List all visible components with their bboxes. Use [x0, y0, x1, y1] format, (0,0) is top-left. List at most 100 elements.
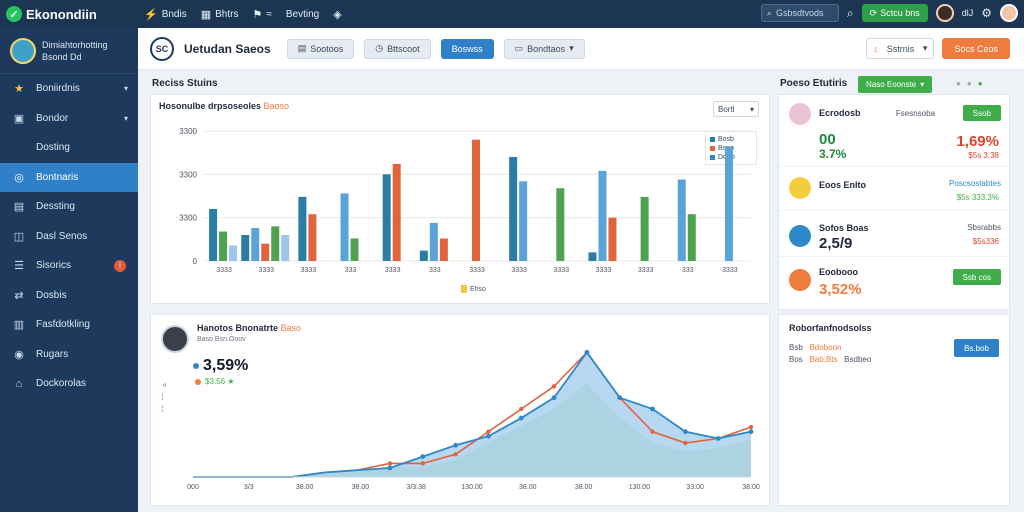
bar-chart-select-value: Bortl [718, 104, 735, 114]
stat-row-2[interactable]: Eoos Enlto Poscsostabtes $5s 333.3% [779, 167, 1011, 211]
dot-icon[interactable]: ● [966, 79, 972, 88]
data-point-orange [486, 429, 491, 434]
user-avatar-2[interactable] [1000, 4, 1018, 22]
sidebar-item-7[interactable]: ☰ Sisorics! [0, 251, 138, 281]
bar [350, 238, 359, 261]
sidebar-item-2[interactable]: ▣ Bondor ▾ [0, 104, 138, 134]
sidebar-item-label: Dessting [36, 201, 75, 213]
bar-chart-title-accent: Baoso [263, 101, 290, 111]
chevron-down-icon: ▾ [123, 84, 128, 94]
line-chart-big-sub: $3.56 ★ [195, 377, 234, 386]
profile-role: Bsond Dd [42, 51, 82, 62]
data-point-blue [420, 454, 426, 459]
line-chart-title-text: Hanotos Bnonatrte [197, 323, 278, 333]
top-nav-item-4[interactable]: Bevting [286, 9, 319, 20]
sidebar-item-9[interactable]: ▥ Fasfdotkling [0, 310, 138, 340]
top-search-input[interactable]: ⌕ Gsbsdtvods [760, 4, 839, 22]
stat-row-1[interactable]: Ecrodosb Fsesnsoba Ssob 00 3.7% 1,69% $5… [779, 95, 1011, 167]
line-chart-panel: Hanotos Bnonatrte Baso Baso Bsn.Ooov 3,5… [150, 314, 770, 506]
x-tick-label: 3333 [554, 267, 570, 274]
header-orange-button[interactable]: Socs Ceos [942, 38, 1010, 59]
stat-row-3[interactable]: Sofos Boas 2,5/9 Sbsrabbs $5s336 [779, 211, 1011, 257]
sidebar-item-label: Bondor [36, 112, 69, 124]
summary-button[interactable]: Bs.bob [954, 339, 999, 357]
legend-label: Bosb [718, 136, 734, 143]
top-nav-item-1[interactable]: ⚡ Bndis [144, 8, 187, 21]
x-tick-label: 333 [682, 267, 694, 274]
summary-line-2: Bos Bab.Bts Bsdbeo [789, 355, 871, 364]
right-section-button[interactable]: Naso Eoonste ▾ [858, 76, 933, 93]
stat-right-label: Fsesnsoba [895, 109, 935, 118]
data-point-blue [748, 429, 754, 435]
sidebar-item-10[interactable]: ◉ Rugars [0, 340, 138, 370]
user-avatar[interactable] [935, 4, 954, 22]
x-tick-label: 3333 [469, 267, 485, 274]
stat-name: Eoos Enlto [819, 180, 866, 190]
header-select[interactable]: ↕ Sstrnis ▾ [866, 38, 935, 59]
table-icon: ▥ [13, 319, 25, 332]
sidebar-item-11[interactable]: ⌂ Dockorolas [0, 369, 138, 399]
bar [588, 252, 597, 261]
stat-right-sub: $5s336 [972, 237, 999, 246]
top-nav-item-3[interactable]: ⚑ ≈ [252, 8, 271, 21]
dot-icon[interactable]: ● [977, 79, 983, 88]
dot-icon[interactable]: ● [956, 79, 961, 88]
sidebar-item-4[interactable]: ◎ Bontnaris [0, 162, 138, 192]
y-tick-label: 3300 [179, 214, 197, 223]
bar [687, 214, 696, 261]
search-placeholder: Gsbsdtvods [775, 8, 824, 18]
line-chart-title-accent: Baso [280, 323, 302, 333]
line-chart-big-value: 3,59% [193, 357, 248, 375]
top-nav-item-2[interactable]: ▦ Bhtrs [201, 8, 239, 21]
top-green-button[interactable]: ⟳ Sctcu bns [861, 4, 928, 22]
x-tick-label: 3333 [301, 267, 317, 274]
stat-name: Sofos Boas [819, 223, 869, 233]
refresh-icon: ⟳ [869, 7, 878, 18]
bar [472, 139, 480, 261]
stat-big-sub: 3.7% [819, 147, 847, 161]
sidebar-item-8[interactable]: ⇄ Dosbis [0, 281, 138, 311]
alert-badge: ! [114, 259, 126, 272]
top-nav-label: Bhtrs [215, 8, 239, 20]
area-fill-primary [193, 352, 751, 477]
header-button-1[interactable]: ▤ Sootoos [286, 38, 355, 59]
bar-chart-select[interactable]: Bortl ▾ [713, 101, 759, 117]
stat-row-4[interactable]: Eoobooo 3,52% Ssb cos [779, 257, 1011, 311]
stat-right-sub: $5s 333.3% [956, 193, 999, 202]
sidebar-item-label: Rugars [36, 348, 69, 360]
bar-chart-footer-legend: Ehso [461, 285, 486, 293]
header-button-2[interactable]: ◷ Bttscoot [364, 38, 431, 59]
sidebar-item-1[interactable]: ★ Boniirdnis ▾ [0, 74, 138, 104]
stat-big-value: 3,52% [819, 281, 862, 298]
sidebar-item-5[interactable]: ▤ Dessting [0, 192, 138, 222]
chevron-down-icon: ▾ [920, 80, 925, 89]
data-point-blue [486, 433, 491, 439]
helmet-icon [789, 177, 811, 199]
brand[interactable]: ✓ Ekonondiin [6, 6, 144, 22]
bar [419, 250, 428, 261]
header-button-4[interactable]: ▭ Bondtaos ▾ [503, 38, 585, 59]
header-button-3[interactable]: Boswss [440, 38, 494, 59]
stat-right-label: Poscsostabtes [948, 179, 1001, 188]
stat-button[interactable]: Ssob [962, 105, 1001, 121]
sidebar-profile[interactable]: Dimiahtorhotting Bsond Dd [0, 28, 138, 74]
clock-icon: ◷ [375, 43, 384, 53]
search-icon[interactable]: ⌕ [846, 5, 854, 20]
search-icon: ⌕ [766, 7, 772, 18]
sidebar-item-3[interactable]: Dosting [0, 133, 138, 163]
gear-icon[interactable]: ⚙ [981, 6, 992, 20]
x-tick-label: 000 [187, 484, 199, 491]
stat-big-value: 2,5/9 [819, 235, 853, 252]
sidebar-item-6[interactable]: ◫ Dasl Senos [0, 222, 138, 252]
header-button-label: Boswss [451, 43, 483, 54]
user-short: dlJ [961, 8, 974, 18]
stat-button[interactable]: Ssb cos [952, 269, 1001, 285]
bar [724, 146, 733, 261]
bar [340, 193, 349, 261]
sort-icon: ↕ [873, 43, 878, 54]
flag-icon: ⚑ [252, 8, 263, 21]
summary-text: Bsdbeo [844, 355, 872, 364]
top-nav-item-5[interactable]: ◈ [333, 8, 341, 21]
top-nav-label: Bndis [161, 8, 187, 20]
